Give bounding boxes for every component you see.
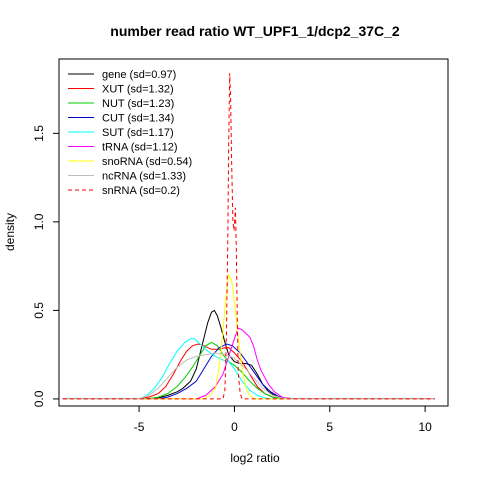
x-tick-label: 10 <box>418 420 432 434</box>
x-tick-label: 5 <box>326 420 333 434</box>
x-tick-label: 0 <box>231 420 238 434</box>
chart-title: number read ratio WT_UPF1_1/dcp2_37C_2 <box>110 23 400 39</box>
series-line-5 <box>62 338 435 400</box>
series-line-3 <box>62 341 435 400</box>
series-line-4 <box>62 343 435 400</box>
legend-label: snoRNA (sd=0.54) <box>102 156 192 168</box>
x-axis-label: log2 ratio <box>230 451 280 465</box>
series-line-9 <box>62 73 435 400</box>
y-tick-label: 1.0 <box>32 213 46 230</box>
legend-label: CUT (sd=1.34) <box>102 113 174 125</box>
series-line-2 <box>62 343 435 400</box>
legend-label: XUT (sd=1.32) <box>102 84 174 96</box>
y-tick-label: 0.5 <box>32 302 46 319</box>
series-line-7 <box>62 273 435 400</box>
x-axis: -5 0 5 10 <box>134 405 432 434</box>
series-line-6 <box>62 327 435 400</box>
legend-label: NUT (sd=1.23) <box>102 98 174 110</box>
series-line-1 <box>62 309 435 400</box>
plot-frame <box>58 58 449 407</box>
series-line-8 <box>62 352 435 400</box>
legend-label: snRNA (sd=0.2) <box>102 185 180 197</box>
legend-label: tRNA (sd=1.12) <box>102 142 178 154</box>
y-tick-label: 1.5 <box>32 125 46 142</box>
legend-label: gene (sd=0.97) <box>102 69 176 81</box>
legend-label: SUT (sd=1.17) <box>102 127 174 139</box>
x-tick-label: -5 <box>134 420 145 434</box>
legend: gene (sd=0.97) XUT (sd=1.32) NUT (sd=1.23)… <box>68 69 192 197</box>
y-axis: 0.0 0.5 1.0 1.5 <box>32 125 60 407</box>
y-axis-label: density <box>3 213 17 251</box>
series-layer <box>62 73 435 400</box>
y-tick-label: 0.0 <box>32 390 46 407</box>
legend-label: ncRNA (sd=1.33) <box>102 171 186 183</box>
